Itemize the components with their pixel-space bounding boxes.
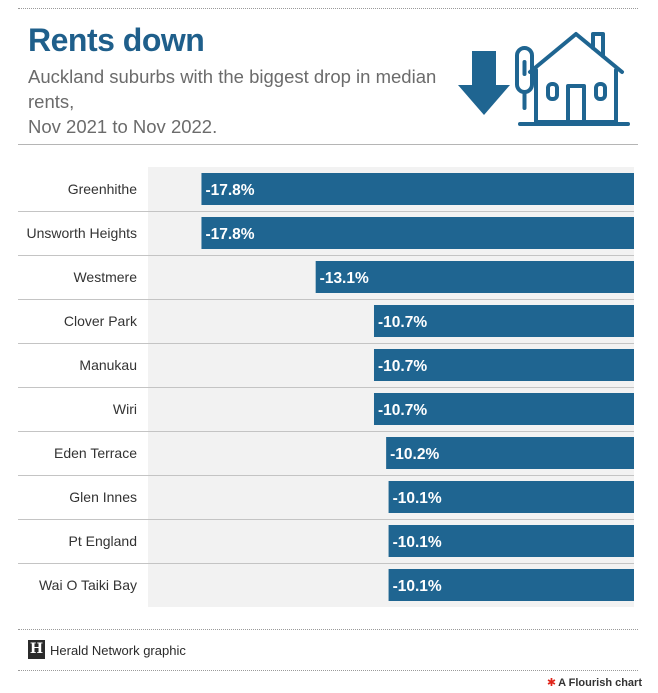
bar-greenhithe[interactable] xyxy=(201,173,634,205)
value-label: -10.7% xyxy=(378,358,427,375)
category-label: Pt England xyxy=(69,533,138,549)
subtitle-line-1: Auckland suburbs with the biggest drop i… xyxy=(28,66,437,87)
category-label: Manukau xyxy=(79,357,137,373)
flourish-credit-text: A Flourish chart xyxy=(558,677,642,689)
category-label: Unsworth Heights xyxy=(27,225,138,241)
bar-manukau[interactable] xyxy=(373,349,634,381)
value-label: -10.7% xyxy=(378,314,427,331)
herald-logo: H xyxy=(28,640,45,659)
footer-credit: Herald Network graphic xyxy=(50,643,186,658)
subtitle-line-3: Nov 2021 to Nov 2022. xyxy=(28,116,218,137)
footer-divider-bottom xyxy=(18,670,638,671)
value-label: -17.8% xyxy=(205,182,254,199)
value-label: -10.1% xyxy=(393,534,442,551)
value-label: -10.7% xyxy=(378,402,427,419)
category-label: Clover Park xyxy=(64,313,138,329)
subtitle-line-2: rents, xyxy=(28,91,75,112)
value-label: -17.8% xyxy=(205,226,254,243)
category-label: Glen Innes xyxy=(69,489,137,505)
value-label: -13.1% xyxy=(320,270,369,287)
category-label: Wiri xyxy=(113,401,137,417)
value-label: -10.1% xyxy=(393,578,442,595)
down-arrow-icon xyxy=(458,51,510,115)
header-rule xyxy=(18,144,638,145)
bar-pt-england[interactable] xyxy=(388,525,634,557)
top-divider xyxy=(18,8,638,9)
bar-westmere[interactable] xyxy=(315,261,634,293)
flourish-star-icon: ✱ xyxy=(546,677,557,689)
footer-divider-top xyxy=(18,629,638,630)
flourish-credit[interactable]: ✱ A Flourish chart xyxy=(547,676,642,689)
category-label: Eden Terrace xyxy=(54,445,137,461)
value-label: -10.2% xyxy=(390,446,439,463)
category-label: Greenhithe xyxy=(68,181,137,197)
bar-eden-terrace[interactable] xyxy=(386,437,634,469)
chart-subtitle: Auckland suburbs with the biggest drop i… xyxy=(28,64,448,139)
bar-clover-park[interactable] xyxy=(373,305,634,337)
bar-glen-innes[interactable] xyxy=(388,481,634,513)
bar-unsworth-heights[interactable] xyxy=(201,217,634,249)
bar-wai-o-taiki-bay[interactable] xyxy=(388,569,634,601)
chart-title: Rents down xyxy=(28,22,205,58)
value-label: -10.1% xyxy=(393,490,442,507)
bar-chart: Greenhithe Unsworth Heights Westmere Clover… xyxy=(18,167,634,607)
category-label: Wai O Taiki Bay xyxy=(39,577,137,593)
bar-wiri[interactable] xyxy=(373,393,634,425)
category-label: Westmere xyxy=(73,269,137,285)
house-icon xyxy=(515,32,630,126)
